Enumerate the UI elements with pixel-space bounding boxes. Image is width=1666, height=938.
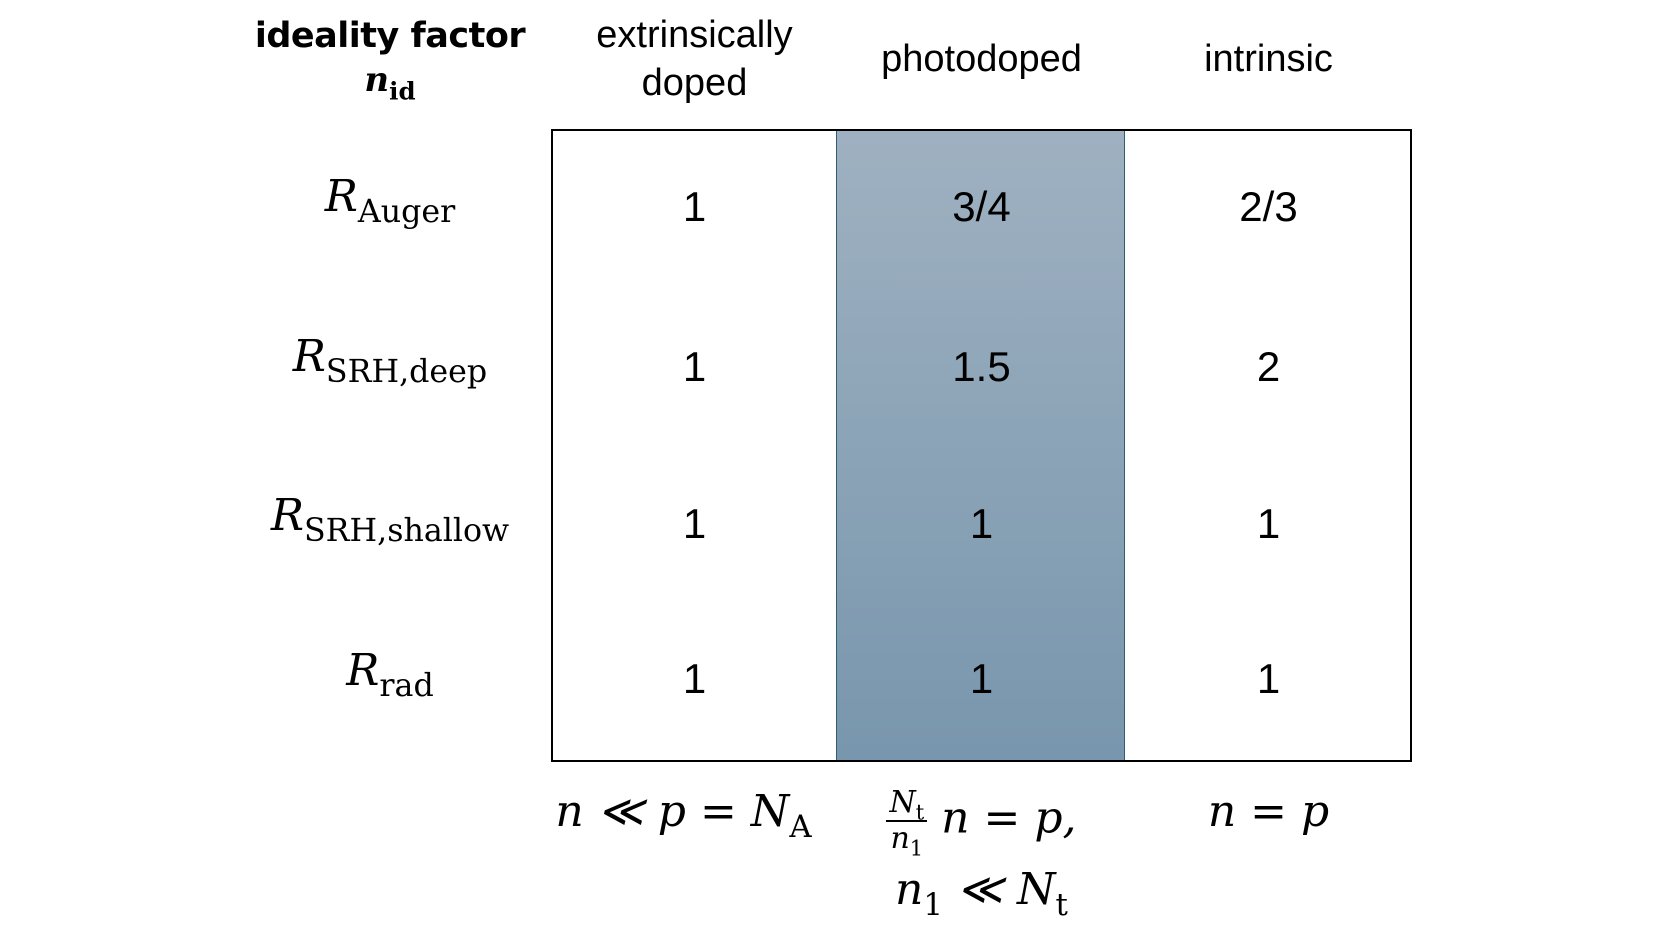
column-header-extrinsic: extrinsically doped — [551, 0, 838, 118]
line2-base: n — [895, 864, 924, 915]
fraction-numerator: Nt — [886, 785, 928, 825]
condition-photodoped: Nt n1 n = p, n1 ≪ Nt — [838, 785, 1125, 920]
den-sub: 1 — [909, 836, 924, 861]
condition-line2: n1 ≪ Nt — [838, 864, 1125, 920]
row-sub: SRH,deep — [325, 354, 488, 391]
line2-rest: ≪ N — [943, 864, 1056, 915]
cell-rad-extrinsic: 1 — [682, 655, 707, 702]
num-base: N — [889, 785, 916, 820]
cell-srh-shallow-intrinsic: 1 — [1256, 500, 1281, 547]
cell-srh-deep-intrinsic: 2 — [1256, 343, 1281, 390]
corner-header: ideality factor nid — [250, 16, 530, 103]
num-sub: t — [915, 800, 925, 825]
den-base: n — [890, 821, 910, 856]
row-label-rad: Rrad — [250, 645, 530, 702]
row-sub: Auger — [357, 194, 456, 231]
ideality-factor-title: ideality factor — [254, 16, 526, 56]
cell-srh-shallow-extrinsic: 1 — [682, 500, 707, 547]
col-header-line1: extrinsically — [596, 14, 793, 56]
col-header-line2: doped — [641, 62, 748, 104]
row-label-srh-deep: RSRH,deep — [250, 331, 530, 388]
row-sub: SRH,shallow — [303, 513, 510, 550]
line2-rest-sub: t — [1055, 886, 1068, 923]
condition-intrinsic: n = p — [1125, 786, 1412, 838]
row-symbol: R — [324, 171, 358, 222]
symbol-base: n — [364, 60, 390, 100]
cell-auger-photodoped: 3/4 — [952, 183, 1011, 230]
condition-text: n = p — [1207, 786, 1330, 837]
row-label-auger: RAuger — [250, 171, 530, 228]
cell-auger-intrinsic: 2/3 — [1239, 183, 1298, 230]
symbol-sub: id — [389, 76, 416, 106]
col-header-line1: intrinsic — [1204, 38, 1333, 80]
col-header-line1: photodoped — [881, 38, 1082, 80]
ideality-factor-symbol: nid — [250, 60, 530, 103]
cell-srh-deep-extrinsic: 1 — [682, 343, 707, 390]
cell-srh-shallow-photodoped: 1 — [969, 500, 994, 547]
condition-extrinsic: n ≪ p = NA — [540, 786, 827, 842]
cell-auger-extrinsic: 1 — [682, 183, 707, 230]
condition-text: n ≪ p = N — [555, 786, 790, 837]
condition-sub: A — [789, 808, 812, 845]
table-frame — [551, 129, 1412, 762]
cell-rad-photodoped: 1 — [969, 655, 994, 702]
column-header-intrinsic: intrinsic — [1125, 0, 1412, 118]
condition-text: n = p, — [941, 792, 1077, 844]
cell-srh-deep-photodoped: 1.5 — [952, 343, 1011, 390]
condition-fraction: Nt n1 — [886, 785, 928, 859]
row-sub: rad — [379, 668, 434, 705]
line2-sub: 1 — [923, 886, 943, 923]
row-symbol: R — [270, 490, 304, 541]
row-symbol: R — [292, 331, 326, 382]
row-symbol: R — [346, 645, 380, 696]
column-header-photodoped: photodoped — [838, 0, 1125, 118]
cell-rad-intrinsic: 1 — [1256, 655, 1281, 702]
row-label-srh-shallow: RSRH,shallow — [250, 490, 530, 547]
photodoped-column-highlight — [836, 131, 1125, 760]
fraction-denominator: n1 — [890, 821, 923, 859]
